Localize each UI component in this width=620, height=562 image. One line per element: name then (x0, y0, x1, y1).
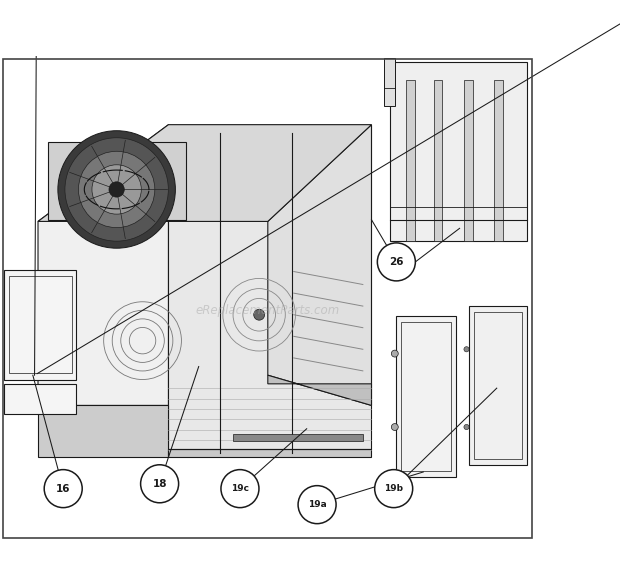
Circle shape (44, 470, 82, 507)
Text: 16: 16 (56, 484, 71, 493)
Circle shape (79, 151, 155, 228)
Polygon shape (4, 384, 76, 414)
Text: eReplacementParts.com: eReplacementParts.com (196, 304, 340, 317)
Polygon shape (38, 125, 371, 221)
Polygon shape (169, 125, 371, 448)
Polygon shape (268, 125, 371, 405)
Polygon shape (233, 434, 363, 441)
Circle shape (391, 350, 398, 357)
Text: 26: 26 (389, 257, 404, 267)
Polygon shape (406, 80, 415, 241)
Text: 19a: 19a (308, 500, 327, 509)
Polygon shape (396, 316, 456, 477)
Circle shape (92, 165, 141, 214)
Circle shape (298, 486, 336, 524)
Polygon shape (464, 80, 472, 241)
Polygon shape (4, 270, 76, 379)
Circle shape (141, 465, 179, 503)
Circle shape (464, 347, 469, 352)
Circle shape (254, 309, 265, 320)
Text: 19b: 19b (384, 484, 403, 493)
Polygon shape (38, 125, 169, 405)
Circle shape (374, 470, 413, 507)
Circle shape (58, 131, 175, 248)
Circle shape (221, 470, 259, 507)
Polygon shape (48, 142, 186, 220)
Polygon shape (469, 306, 527, 465)
Polygon shape (38, 405, 169, 457)
Polygon shape (169, 448, 371, 457)
Circle shape (65, 138, 168, 241)
Polygon shape (494, 80, 503, 241)
Polygon shape (384, 58, 395, 106)
Polygon shape (268, 375, 371, 405)
Circle shape (378, 243, 415, 281)
Polygon shape (391, 62, 527, 241)
Circle shape (464, 424, 469, 429)
Text: 18: 18 (153, 479, 167, 489)
Text: 19c: 19c (231, 484, 249, 493)
Polygon shape (433, 80, 442, 241)
Circle shape (109, 182, 124, 197)
Circle shape (391, 424, 398, 430)
